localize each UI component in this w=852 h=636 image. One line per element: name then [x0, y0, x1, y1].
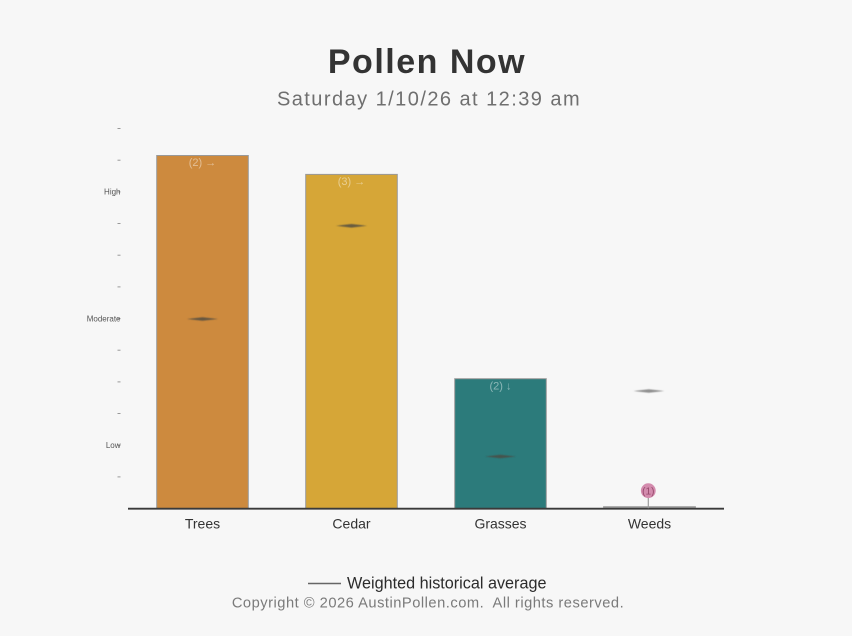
- svg-text:Moderate: Moderate: [87, 314, 121, 323]
- svg-text:Grasses: Grasses: [474, 516, 526, 532]
- svg-text:Trees: Trees: [185, 516, 220, 532]
- svg-text:Pollen Now: Pollen Now: [328, 43, 526, 81]
- svg-text:(2) ↓: (2) ↓: [490, 380, 512, 392]
- svg-text:High: High: [104, 188, 120, 197]
- svg-text:Cedar: Cedar: [332, 516, 370, 532]
- svg-text:Weeds: Weeds: [628, 516, 671, 532]
- svg-text:Weighted historical average: Weighted historical average: [347, 575, 546, 593]
- svg-text:(1): (1): [642, 486, 654, 497]
- svg-text:Low: Low: [106, 441, 121, 450]
- svg-text:Saturday 1/10/26 at 12:39 am: Saturday 1/10/26 at 12:39 am: [277, 88, 581, 110]
- svg-text:Copyright © 2026 AustinPollen.: Copyright © 2026 AustinPollen.com. All r…: [232, 595, 624, 611]
- svg-text:(3) →: (3) →: [338, 176, 366, 188]
- svg-text:(2) →: (2) →: [189, 157, 217, 169]
